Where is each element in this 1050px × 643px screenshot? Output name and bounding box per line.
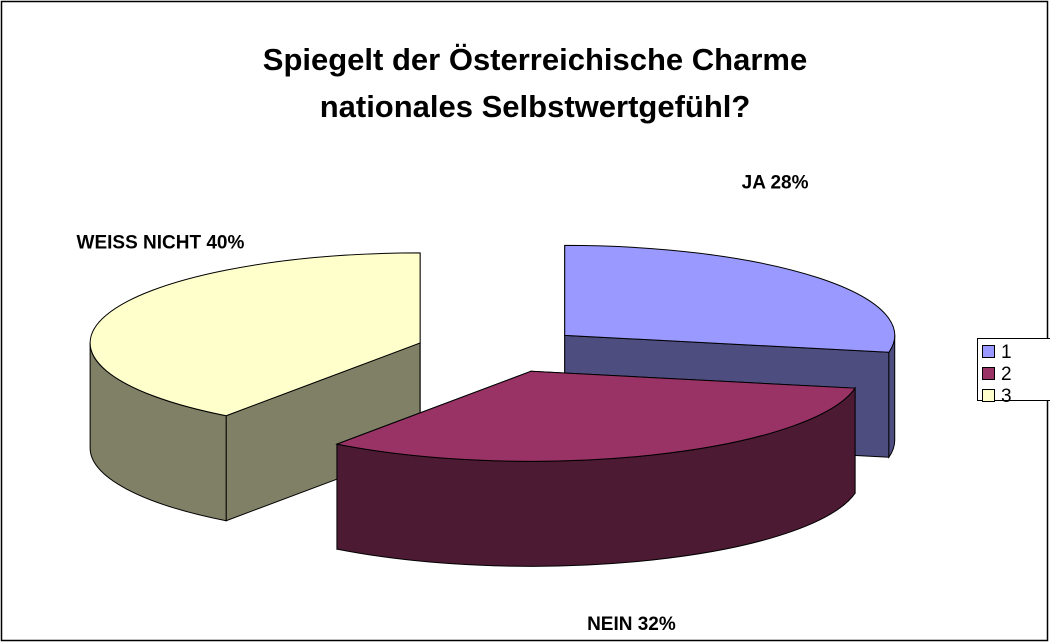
slice-side [888,335,896,459]
slice [564,244,896,353]
legend-label: 3 [1001,386,1012,407]
data-label: JA 28% [742,172,809,193]
data-label: WEISS NICHT 40% [77,232,245,253]
legend-label: 1 [1001,342,1012,363]
slice [335,370,857,462]
legend-swatch [982,345,995,358]
chart-title: Spiegelt der Österreichische Charme [263,42,807,77]
plot [89,244,896,567]
slice [89,252,421,417]
data-label: NEIN 32% [587,614,676,635]
legend-swatch [982,389,995,402]
legend-swatch [982,367,995,380]
legend-label: 2 [1001,364,1012,385]
chart-title: nationales Selbstwertgefühl? [320,89,751,124]
